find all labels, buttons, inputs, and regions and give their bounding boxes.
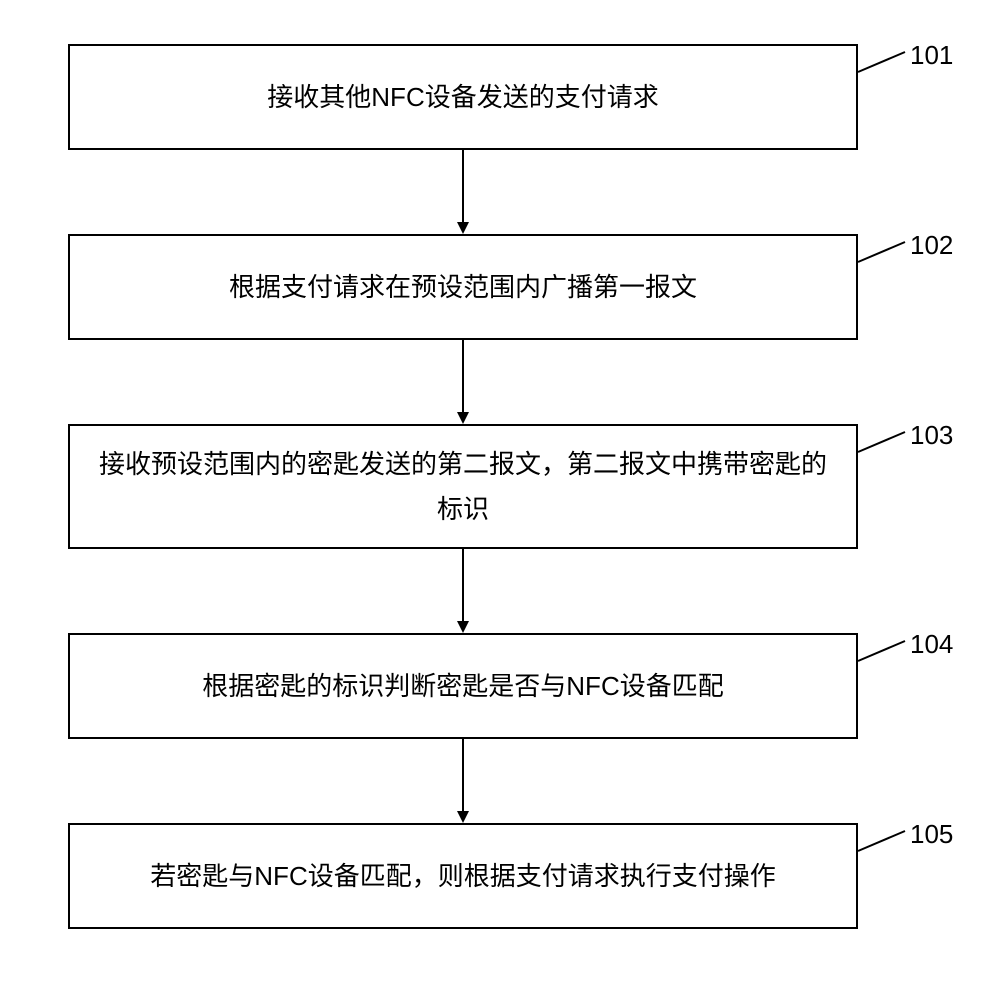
flow-step-2-text: 根据支付请求在预设范围内广播第一报文 <box>229 265 697 309</box>
flow-step-5-text: 若密匙与NFC设备匹配，则根据支付请求执行支付操作 <box>150 854 775 898</box>
flow-step-3-text: 接收预设范围内的密匙发送的第二报文，第二报文中携带密匙的标识 <box>90 442 836 530</box>
flow-step-2-label: 102 <box>910 230 953 261</box>
flowchart-container: 接收其他NFC设备发送的支付请求 101 根据支付请求在预设范围内广播第一报文 … <box>0 0 995 1000</box>
flow-step-1: 接收其他NFC设备发送的支付请求 <box>68 44 858 150</box>
flow-step-2: 根据支付请求在预设范围内广播第一报文 <box>68 234 858 340</box>
flow-step-4-label: 104 <box>910 629 953 660</box>
flow-step-5-label: 105 <box>910 819 953 850</box>
flow-step-1-label: 101 <box>910 40 953 71</box>
flow-step-1-text: 接收其他NFC设备发送的支付请求 <box>267 75 658 119</box>
flow-step-4-text: 根据密匙的标识判断密匙是否与NFC设备匹配 <box>202 664 723 708</box>
flow-step-3-label: 103 <box>910 420 953 451</box>
flow-step-5: 若密匙与NFC设备匹配，则根据支付请求执行支付操作 <box>68 823 858 929</box>
flow-step-3: 接收预设范围内的密匙发送的第二报文，第二报文中携带密匙的标识 <box>68 424 858 549</box>
flow-step-4: 根据密匙的标识判断密匙是否与NFC设备匹配 <box>68 633 858 739</box>
